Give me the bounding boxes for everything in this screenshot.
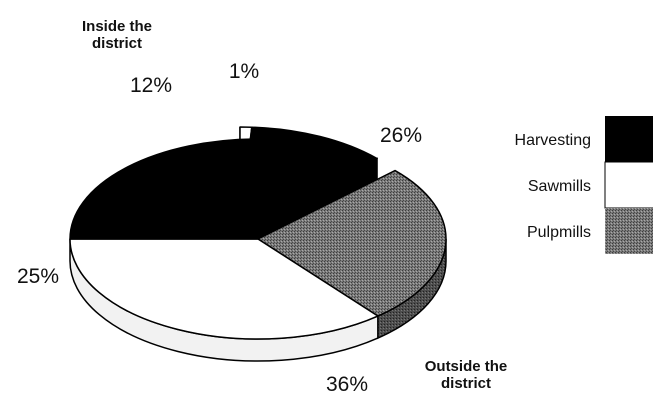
pie-slice-pulpmills-outside: [257, 169, 447, 317]
legend-label-pulpmills: Pulpmills: [527, 224, 591, 241]
group-label-inside-line2: district: [92, 35, 142, 52]
legend-label-harvesting: Harvesting: [515, 132, 591, 149]
legend-label-sawmills: Sawmills: [528, 178, 591, 195]
pie-slice-harvesting-outside: [69, 138, 259, 240]
group-label-inside-line1: Inside the: [82, 18, 152, 35]
slice-label-pulpmills-outside: 26%: [380, 124, 422, 147]
slice-label-sawmills-inside: 1%: [229, 60, 259, 83]
legend: Harvesting Sawmills Pulpmills: [515, 116, 653, 254]
slice-label-harvesting-inside: 12%: [130, 74, 172, 97]
pie-tops: [69, 126, 447, 340]
legend-swatch-harvesting: [605, 116, 653, 162]
pie-slice-harvesting-inside: [239, 126, 378, 228]
pie-slice-sawmills-outside: [69, 238, 379, 340]
group-label-outside-line1: Outside the: [425, 358, 508, 375]
group-label-outside-line2: district: [441, 375, 491, 392]
legend-swatch-pulpmills: [605, 208, 653, 254]
legend-swatch-sawmills: [604, 161, 653, 209]
slice-label-sawmills-outside: 36%: [326, 373, 368, 396]
slice-label-harvesting-outside: 25%: [17, 265, 59, 288]
